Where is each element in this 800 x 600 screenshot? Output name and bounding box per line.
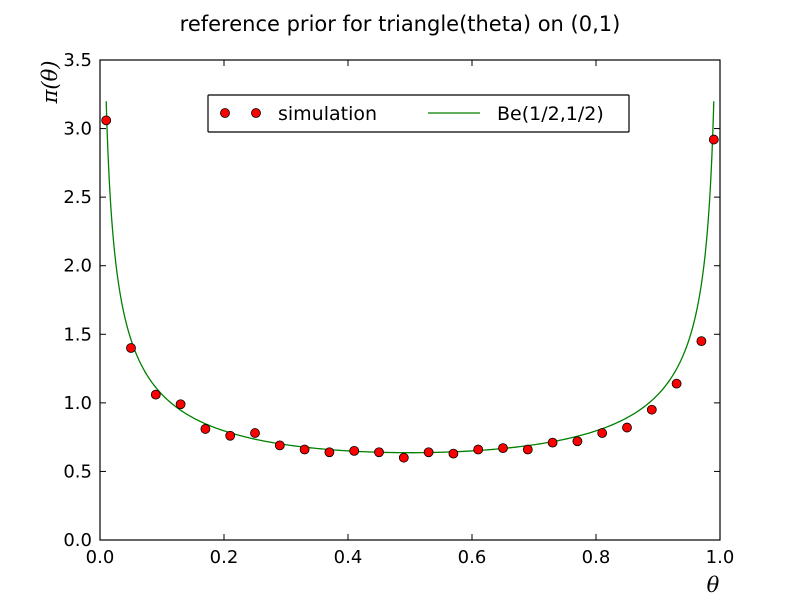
data-point [150, 389, 161, 400]
legend-label-beta: Be(1/2,1/2) [497, 103, 604, 125]
data-point [522, 444, 533, 455]
data-point [299, 444, 310, 455]
y-tick-label: 0.5 [63, 461, 92, 482]
data-point [597, 428, 608, 438]
x-tick-label: 0.8 [582, 547, 611, 568]
x-tick-label: 0.0 [86, 547, 115, 568]
chart-title: reference prior for triangle(theta) on (… [180, 12, 621, 36]
data-point [498, 443, 508, 454]
y-tick-label: 1.0 [63, 393, 92, 414]
data-point [448, 448, 459, 459]
series-line-beta [105, 101, 715, 454]
data-point [374, 447, 384, 458]
legend: simulation Be(1/2,1/2) [207, 94, 630, 133]
x-tick-label: 0.6 [458, 547, 487, 568]
data-point [349, 445, 360, 456]
y-tick-label: 2.0 [63, 256, 92, 277]
y-tick-label: 3.0 [63, 119, 92, 140]
data-point [274, 440, 285, 451]
y-tick-label: 0.0 [63, 530, 92, 551]
data-point [324, 447, 335, 458]
x-tick-label: 0.2 [210, 547, 239, 568]
data-point [572, 436, 583, 447]
data-point [101, 115, 112, 126]
legend-marker-simulation [251, 108, 261, 118]
y-tick-label: 2.5 [63, 187, 92, 208]
legend-label-simulation: simulation [278, 103, 377, 125]
data-point [547, 437, 558, 448]
legend-marker-simulation [220, 108, 230, 118]
data-point [708, 134, 719, 145]
x-tick-label: 0.4 [334, 547, 363, 568]
data-point [622, 422, 632, 433]
y-tick-label: 1.5 [63, 324, 92, 345]
data-point [126, 343, 136, 353]
legend-box [207, 94, 630, 133]
x-axis-label: θ [707, 573, 720, 597]
y-axis-label: π(θ) [38, 61, 62, 105]
data-point [200, 424, 211, 434]
data-point [250, 428, 260, 438]
data-point [671, 378, 682, 389]
data-point [646, 404, 657, 415]
data-point [473, 444, 484, 455]
data-point [696, 336, 707, 347]
data-point [175, 399, 186, 410]
data-point [225, 430, 236, 441]
data-point [398, 452, 409, 463]
y-tick-label: 3.5 [63, 50, 92, 71]
data-point [423, 447, 434, 458]
plot-frame [99, 59, 721, 541]
x-tick-label: 1.0 [706, 547, 735, 568]
